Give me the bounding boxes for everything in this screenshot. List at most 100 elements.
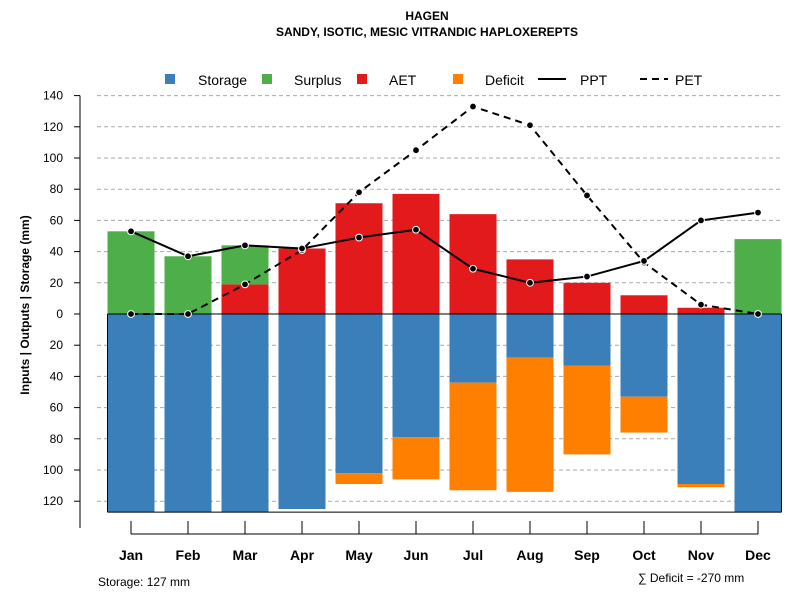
pet-point-aug	[526, 121, 534, 130]
ppt-point-sep	[583, 272, 591, 281]
bar-storage-jun	[392, 314, 440, 438]
ppt-point-jan	[127, 227, 135, 236]
bar-surplus-dec	[734, 239, 782, 314]
ppt-point-dec	[754, 208, 762, 217]
bar-storage-jul	[449, 314, 497, 383]
x-tick-label-sep: Sep	[574, 547, 600, 563]
pet-point-jun	[412, 146, 420, 155]
y-tick-label: 120	[43, 494, 63, 508]
bar-aet-apr	[278, 248, 326, 314]
legend-label-aet: AET	[389, 72, 417, 88]
x-tick-label-nov: Nov	[688, 547, 715, 563]
bar-storage-apr	[278, 314, 326, 509]
x-axis: Jan Feb Mar Apr May Jun Jul Aug Sep Oct Nov Dec	[119, 521, 771, 563]
storage-footnote: Storage: 127 mm	[98, 575, 190, 589]
x-tick-label-oct: Oct	[632, 547, 656, 563]
y-tick-label: 100	[43, 151, 63, 165]
bar-deficit-may	[335, 473, 383, 485]
bar-deficit-aug	[506, 357, 554, 492]
bar-aet-jul	[449, 214, 497, 314]
pet-point-jul	[469, 102, 477, 111]
legend-swatch-aet	[357, 74, 367, 84]
bar-surplus-feb	[164, 256, 212, 314]
chart-subtitle: SANDY, ISOTIC, MESIC VITRANDIC HAPLOXERE…	[276, 25, 578, 39]
legend-label-storage: Storage	[198, 72, 247, 88]
pet-point-nov	[697, 300, 705, 309]
pet-line	[131, 105, 759, 315]
y-tick-label: 60	[50, 401, 64, 415]
bar-aet-may	[335, 203, 383, 314]
x-tick-label-feb: Feb	[176, 547, 201, 563]
y-axis: 120 100 80 60 40 20 0 20 40 60 80 100 120 140	[43, 89, 81, 528]
x-tick-label-apr: Apr	[290, 547, 315, 563]
bar-storage-jan	[107, 314, 155, 513]
x-tick-label-mar: Mar	[233, 547, 258, 563]
y-tick-label: 120	[43, 120, 63, 134]
x-tick-label-dec: Dec	[745, 547, 771, 563]
ppt-point-nov	[697, 216, 705, 225]
legend-label-pet: PET	[675, 72, 703, 88]
bar-aet-aug	[506, 259, 554, 314]
bar-storage-nov	[677, 314, 725, 485]
y-axis-label: Inputs | Outputs | Storage (mm)	[18, 215, 32, 394]
bar-deficit-jul	[449, 382, 497, 491]
bar-storage-dec	[734, 314, 782, 513]
bar-surplus-mar	[221, 245, 269, 285]
y-tick-label: 140	[43, 89, 63, 103]
bar-aet-oct	[620, 295, 668, 314]
y-tick-label: 0	[56, 307, 63, 321]
bar-storage-sep	[563, 314, 611, 366]
x-tick-label-jan: Jan	[119, 547, 143, 563]
pet-point-mar	[241, 280, 249, 289]
x-tick-label-jul: Jul	[463, 547, 483, 563]
legend-label-ppt: PPT	[580, 72, 608, 88]
ppt-line	[130, 211, 759, 284]
bar-storage-oct	[620, 314, 668, 397]
y-tick-label: 100	[43, 463, 63, 477]
y-tick-label: 20	[50, 338, 64, 352]
bars	[107, 193, 782, 513]
legend-swatch-surplus	[262, 74, 272, 84]
bar-surplus-jan	[107, 231, 155, 314]
ppt-point-jun	[412, 225, 420, 234]
ppt-point-oct	[640, 257, 648, 265]
deficit-footnote: ∑ Deficit = -270 mm	[638, 571, 744, 585]
bar-storage-feb	[164, 314, 212, 513]
ppt-point-may	[355, 233, 363, 242]
legend-label-deficit: Deficit	[485, 72, 524, 88]
bar-aet-sep	[563, 282, 611, 314]
bar-deficit-jun	[392, 437, 440, 480]
bar-storage-mar	[221, 314, 269, 513]
pet-point-sep	[583, 191, 591, 200]
y-tick-label: 60	[50, 213, 64, 227]
x-tick-label-jun: Jun	[404, 547, 429, 563]
y-tick-label: 40	[50, 245, 64, 259]
bar-aet-nov	[677, 307, 725, 314]
pet-point-dec	[754, 310, 762, 318]
y-tick-label: 20	[50, 276, 64, 290]
bar-deficit-sep	[563, 365, 611, 455]
lines	[127, 102, 762, 318]
x-tick-label-may: May	[345, 547, 372, 563]
ppt-point-aug	[526, 278, 534, 287]
y-tick-label: 80	[50, 182, 64, 196]
bar-storage-may	[335, 314, 383, 474]
legend-label-surplus: Surplus	[294, 72, 341, 88]
bar-aet-mar	[221, 284, 269, 314]
ppt-point-apr	[298, 244, 306, 253]
ppt-point-mar	[241, 241, 249, 250]
ppt-point-feb	[184, 252, 192, 261]
ppt-point-jul	[469, 264, 477, 273]
pet-point-feb	[184, 310, 192, 318]
pet-point-jan	[127, 310, 135, 318]
bar-aet-jun	[392, 193, 440, 314]
bar-deficit-oct	[620, 396, 668, 433]
chart-title: HAGEN	[405, 9, 448, 23]
pet-point-may	[355, 188, 363, 197]
legend-swatch-deficit	[453, 74, 463, 84]
y-tick-label: 80	[50, 432, 64, 446]
bar-deficit-nov	[677, 484, 725, 488]
legend-swatch-storage	[165, 74, 175, 84]
y-tick-label: 40	[50, 369, 64, 383]
